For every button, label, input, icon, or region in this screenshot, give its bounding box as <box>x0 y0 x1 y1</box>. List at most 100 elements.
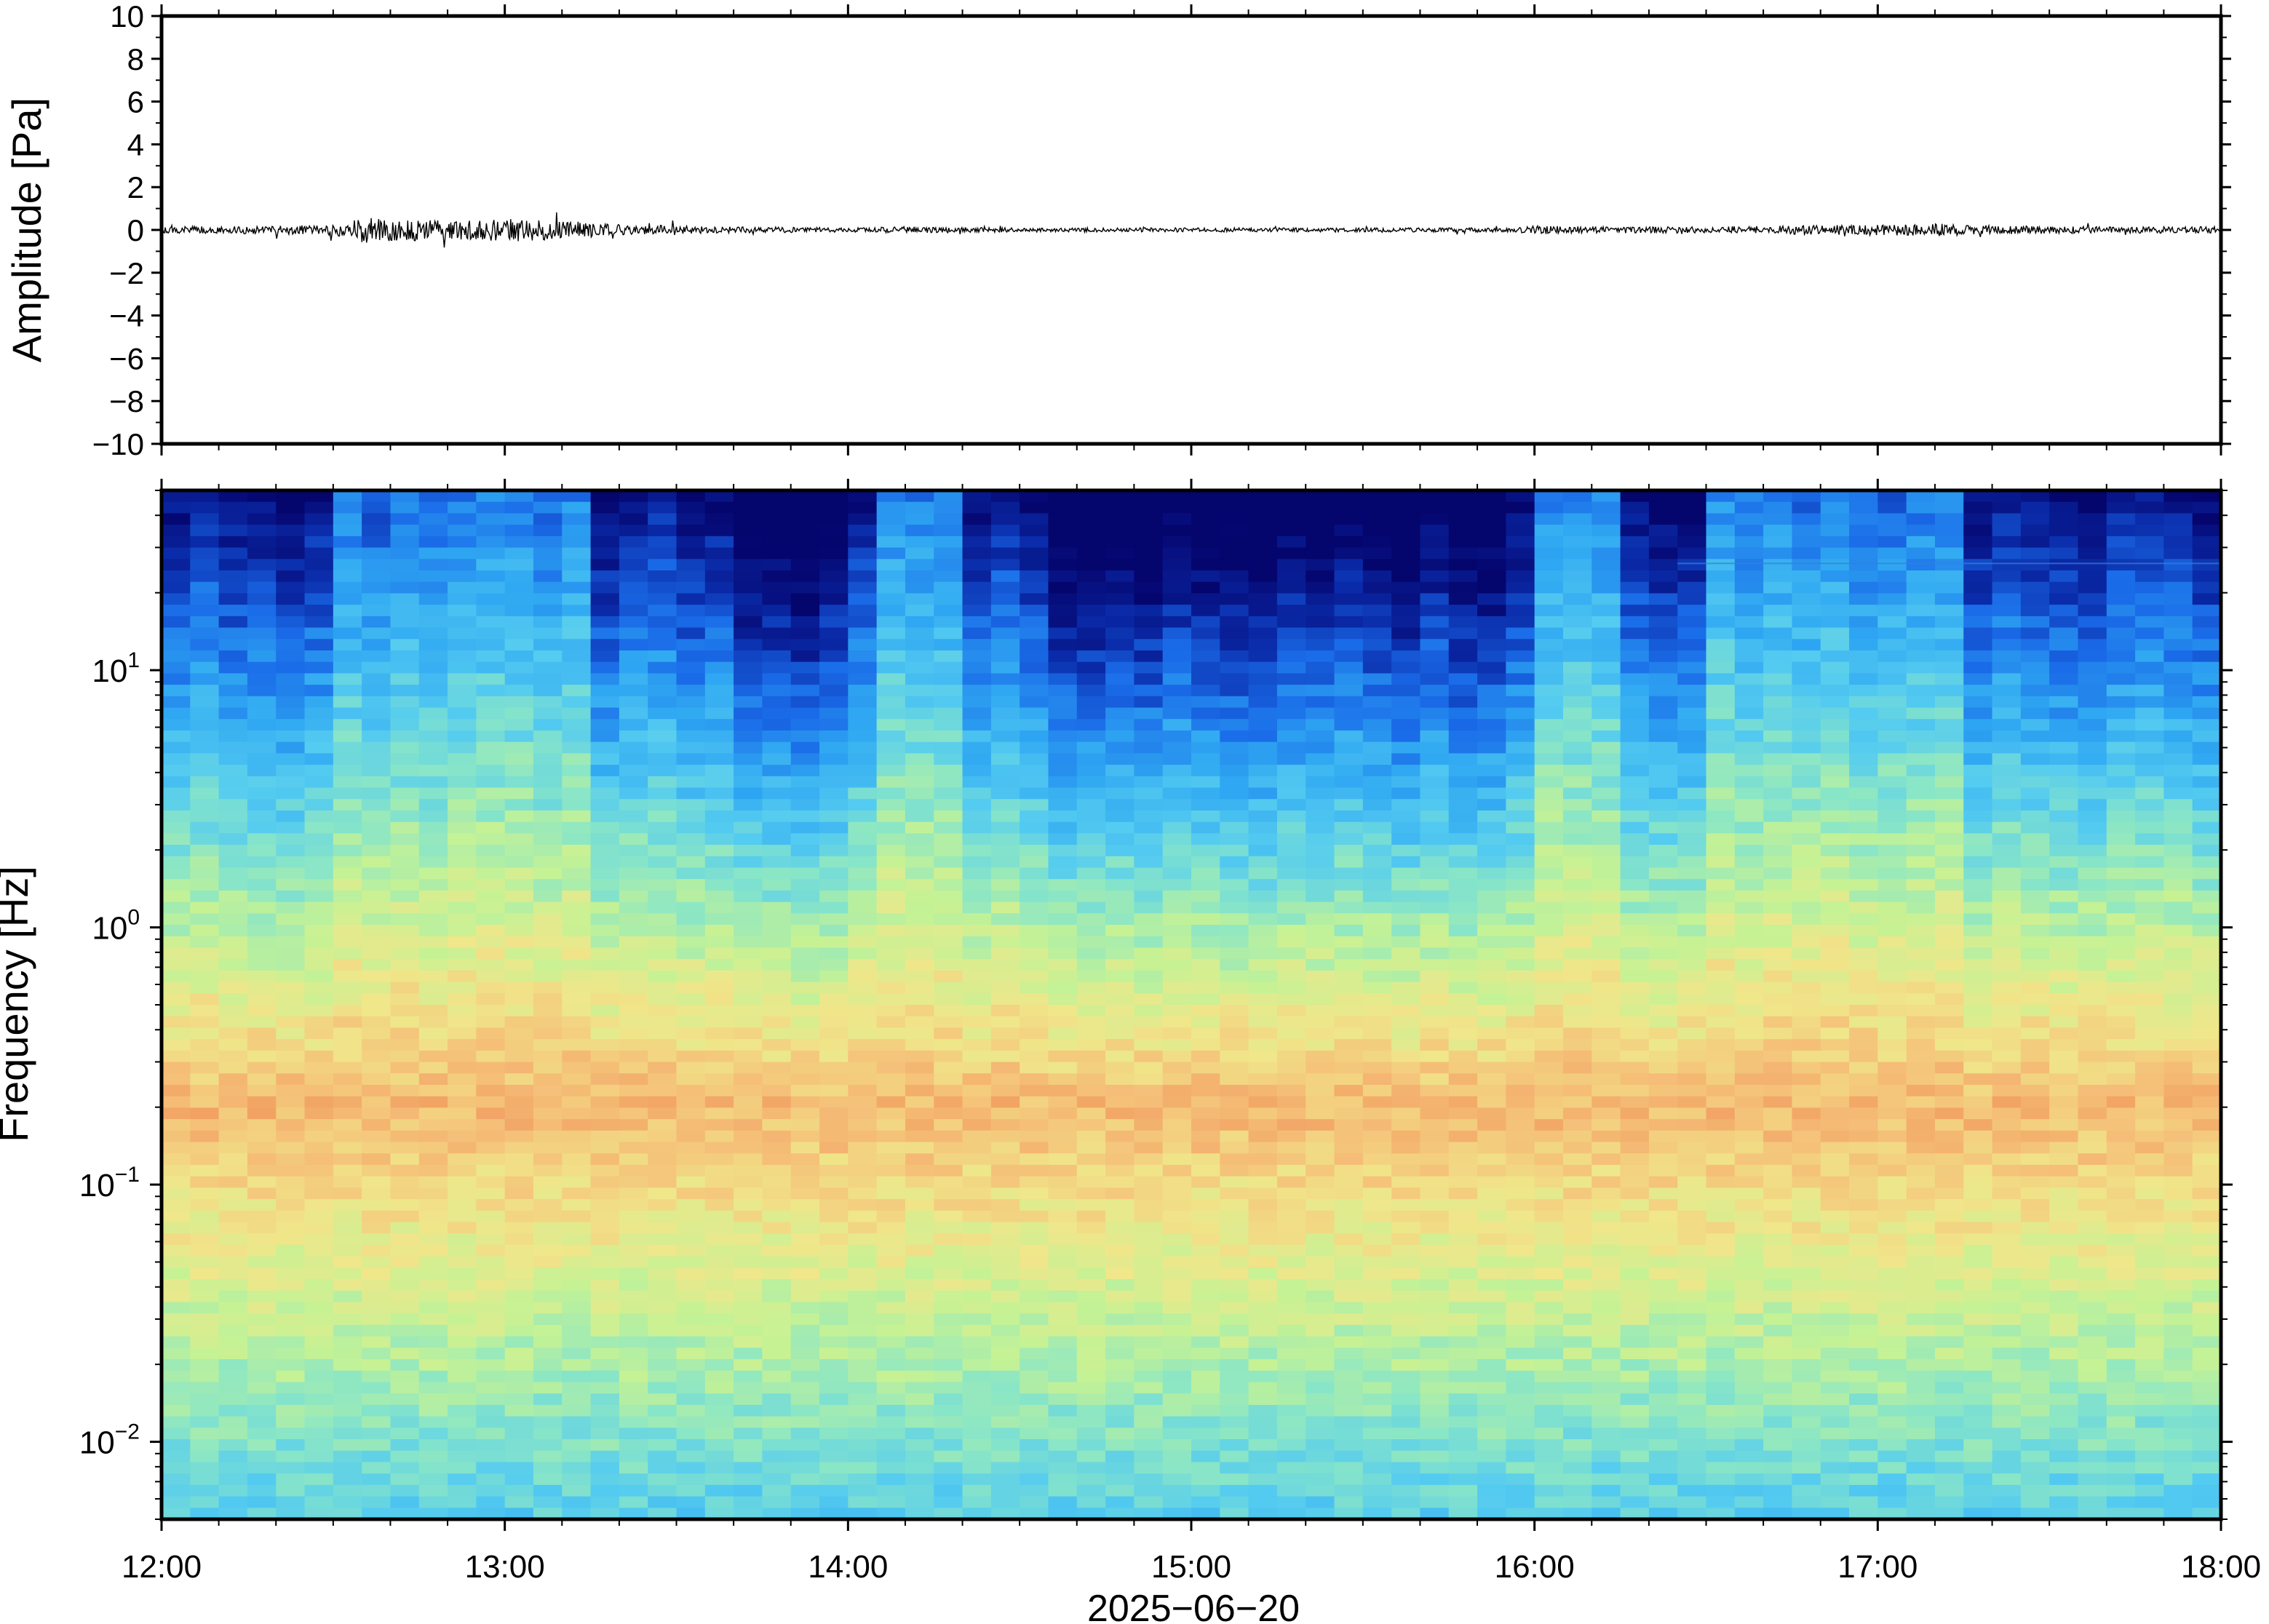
spectrogram-cell <box>962 810 992 823</box>
spectrogram-cell <box>162 1199 191 1211</box>
spectrogram-cell <box>790 1404 820 1417</box>
spectrogram-cell <box>848 1348 878 1360</box>
spectrogram-cell <box>333 1210 362 1223</box>
spectrogram-cell <box>1076 1404 1106 1417</box>
spectrogram-cell <box>190 753 220 765</box>
spectrogram-cell <box>448 1084 477 1097</box>
spectrogram-cell <box>1534 490 1564 503</box>
spectrogram-cell <box>190 845 220 857</box>
spectrogram-cell <box>162 547 191 560</box>
spectrogram-cell <box>476 513 506 525</box>
spectrogram-cell <box>990 1428 1020 1440</box>
spectrogram-cell <box>1620 559 1650 571</box>
spectrogram-cell <box>504 1005 534 1017</box>
spectrogram-cell <box>848 1016 878 1029</box>
spectrogram-cell <box>1391 650 1421 663</box>
spectrogram-cell <box>1592 559 1621 571</box>
spectrogram-cell <box>1105 570 1134 583</box>
spectrogram-cell <box>390 490 420 503</box>
spectrogram-cell <box>1191 799 1220 811</box>
spectrogram-cell <box>504 1404 534 1417</box>
spectrogram-cell <box>648 685 677 697</box>
spectrogram-cell <box>1276 1027 1306 1040</box>
spectrogram-cell <box>1105 1508 1134 1519</box>
spectrogram-cell <box>1477 879 1506 891</box>
spectrogram-cell <box>1334 925 1364 937</box>
spectrogram-cell <box>418 1450 448 1463</box>
spectrogram-cell <box>304 1073 334 1086</box>
spectrogram-cell <box>676 1428 706 1440</box>
spectrogram-cell <box>390 1313 420 1326</box>
spectrogram-cell <box>1562 570 1592 583</box>
spectrogram-cell <box>1677 845 1707 857</box>
spectrogram-cell <box>476 1416 506 1428</box>
spectrogram-cell <box>819 1370 849 1383</box>
spectrogram-cell <box>962 741 992 754</box>
spectrogram-cell <box>1334 1450 1364 1463</box>
spectrogram-cell <box>1334 685 1364 697</box>
spectrogram-cell <box>218 890 248 903</box>
spectrogram-cell <box>1248 833 1278 845</box>
spectrogram-cell <box>1506 1382 1535 1394</box>
spectrogram-cell <box>990 1210 1020 1223</box>
spectrogram-cell <box>1677 1324 1707 1337</box>
spectrogram-cell <box>390 1176 420 1188</box>
spectrogram-cell <box>1334 1484 1364 1497</box>
spectrogram-cell <box>1420 833 1450 845</box>
spectrogram-cell <box>448 1222 477 1234</box>
spectrogram-cell <box>1306 1073 1335 1086</box>
spectrogram-cell <box>1020 1222 1049 1234</box>
spectrogram-cell <box>1220 879 1249 891</box>
spectrogram-cell <box>962 1348 992 1360</box>
spectrogram-cell <box>390 1404 420 1417</box>
spectrogram-cell <box>1306 1244 1335 1257</box>
spectrogram-cell <box>1134 1244 1164 1257</box>
spectrogram-cell <box>790 1222 820 1234</box>
spectrogram-cell <box>762 661 792 674</box>
spectrogram-cell <box>1648 673 1678 685</box>
spectrogram-cell <box>418 845 448 857</box>
spectrogram-cell <box>1248 1382 1278 1394</box>
spectrogram-cell <box>362 799 392 811</box>
spectrogram-cell <box>1334 1222 1364 1234</box>
spectrogram-cell <box>1391 753 1421 765</box>
spectrogram-cell <box>1562 845 1592 857</box>
spectrogram-cell <box>418 650 448 663</box>
spectrogram-cell <box>1677 901 1707 914</box>
spectrogram-cell <box>1220 673 1249 685</box>
spectrogram-cell <box>218 627 248 640</box>
spectrogram-cell <box>190 1222 220 1234</box>
spectrogram-cell <box>1306 1508 1335 1519</box>
spectrogram-cell <box>1134 753 1164 765</box>
spectrogram-cell <box>1248 1473 1278 1486</box>
spectrogram-cell <box>704 959 734 971</box>
spectrogram-cell <box>1134 661 1164 674</box>
spectrogram-cell <box>990 1256 1020 1268</box>
spectrogram-cell <box>676 1073 706 1086</box>
spectrogram-cell <box>333 799 362 811</box>
spectrogram-cell <box>448 570 477 583</box>
spectrogram-cell <box>1506 1496 1535 1508</box>
spectrogram-cell <box>1620 1382 1650 1394</box>
spectrogram-cell <box>218 1359 248 1372</box>
spectrogram-cell <box>1420 490 1450 503</box>
spectrogram-cell <box>1334 1050 1364 1063</box>
spectrogram-cell <box>1334 947 1364 960</box>
spectrogram-cell <box>1020 947 1049 960</box>
spectrogram-cell <box>1334 559 1364 571</box>
spectrogram-cell <box>504 547 534 560</box>
spectrogram-cell <box>1420 982 1450 994</box>
spectrogram-cell <box>1248 1233 1278 1246</box>
spectrogram-cell <box>1362 856 1392 869</box>
spectrogram-cell <box>162 616 191 629</box>
spectrogram-cell <box>476 501 506 514</box>
spectrogram-cell <box>533 536 563 549</box>
spectrogram-cell <box>1248 559 1278 571</box>
spectrogram-cell <box>504 673 534 685</box>
spectrogram-cell <box>1220 650 1249 663</box>
spectrogram-cell <box>734 970 763 983</box>
spectrogram-cell <box>734 845 763 857</box>
spectrogram-cell <box>1448 650 1478 663</box>
spectrogram-cell <box>362 707 392 720</box>
spectrogram-cell <box>619 593 648 605</box>
